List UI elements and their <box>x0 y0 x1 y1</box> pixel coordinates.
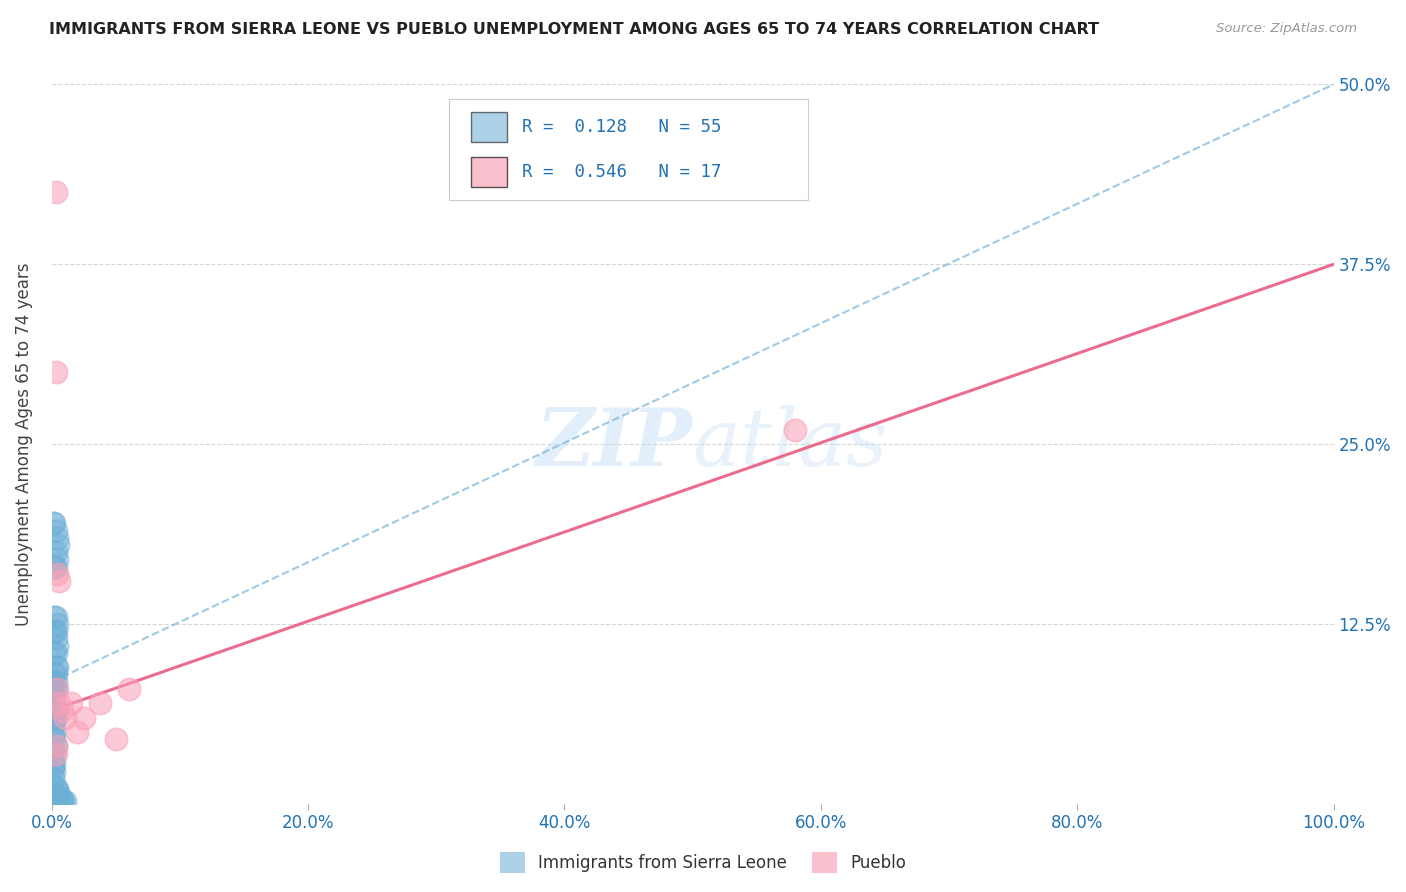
Point <box>49 792 72 806</box>
Point <box>59 696 82 710</box>
Point <box>45 681 67 696</box>
Point <box>53 794 76 808</box>
Text: IMMIGRANTS FROM SIERRA LEONE VS PUEBLO UNEMPLOYMENT AMONG AGES 65 TO 74 YEARS CO: IMMIGRANTS FROM SIERRA LEONE VS PUEBLO U… <box>49 22 1099 37</box>
Point <box>44 756 66 771</box>
Point <box>46 785 69 799</box>
Point <box>45 780 67 794</box>
Point <box>44 765 66 780</box>
Point <box>44 516 66 531</box>
Point <box>45 524 67 538</box>
Text: atlas: atlas <box>693 406 889 483</box>
Text: Source: ZipAtlas.com: Source: ZipAtlas.com <box>1216 22 1357 36</box>
Point <box>46 789 69 804</box>
Point <box>45 365 67 379</box>
Point <box>45 660 67 674</box>
Point <box>45 566 67 581</box>
Point <box>66 725 89 739</box>
Point <box>45 789 67 803</box>
Point <box>48 574 70 588</box>
Point <box>44 667 66 681</box>
Point <box>45 632 67 646</box>
Point <box>45 617 67 632</box>
Point <box>42 728 65 742</box>
Point <box>48 696 70 710</box>
Point <box>45 559 67 574</box>
Point <box>118 681 141 696</box>
Legend: Immigrants from Sierra Leone, Pueblo: Immigrants from Sierra Leone, Pueblo <box>494 846 912 880</box>
Point <box>44 747 66 761</box>
Point <box>45 660 67 674</box>
Point <box>42 703 65 717</box>
FancyBboxPatch shape <box>471 112 506 142</box>
Point <box>48 791 70 805</box>
Text: R =  0.546   N = 17: R = 0.546 N = 17 <box>522 163 721 181</box>
Point <box>45 186 67 200</box>
FancyBboxPatch shape <box>449 99 808 200</box>
Point <box>53 711 76 725</box>
Point <box>44 610 66 624</box>
Text: R =  0.128   N = 55: R = 0.128 N = 55 <box>522 118 721 136</box>
Point <box>42 771 65 785</box>
Point <box>45 545 67 559</box>
Point <box>45 739 67 754</box>
Point <box>42 696 65 710</box>
Y-axis label: Unemployment Among Ages 65 to 74 years: Unemployment Among Ages 65 to 74 years <box>15 262 32 626</box>
Point <box>44 696 66 710</box>
Point <box>51 792 73 806</box>
Point <box>44 646 66 660</box>
Point <box>46 538 69 552</box>
Point <box>42 761 65 775</box>
Point <box>45 681 67 696</box>
Text: ZIP: ZIP <box>536 406 693 483</box>
Point <box>45 782 67 797</box>
Point <box>45 552 67 566</box>
Point <box>44 624 66 639</box>
Point <box>45 703 67 717</box>
Point <box>45 610 67 624</box>
Point <box>42 742 65 756</box>
Point <box>44 732 66 747</box>
Point <box>45 667 67 681</box>
Point <box>44 725 66 739</box>
Point <box>42 718 65 732</box>
Point <box>45 747 67 761</box>
Point <box>45 646 67 660</box>
Point <box>104 732 127 747</box>
Point <box>45 639 67 653</box>
Point <box>45 739 67 754</box>
Point <box>44 559 66 574</box>
Point <box>785 423 807 437</box>
Point <box>51 703 73 717</box>
Point <box>44 689 66 703</box>
Point <box>45 624 67 639</box>
Point <box>45 711 67 725</box>
Point <box>42 674 65 689</box>
Point <box>45 674 67 689</box>
Point <box>42 516 65 531</box>
FancyBboxPatch shape <box>471 157 506 187</box>
Point <box>73 711 96 725</box>
Point <box>45 531 67 545</box>
Point <box>52 794 75 808</box>
Point <box>42 754 65 768</box>
Point <box>44 711 66 725</box>
Point <box>89 696 111 710</box>
Point <box>44 681 66 696</box>
